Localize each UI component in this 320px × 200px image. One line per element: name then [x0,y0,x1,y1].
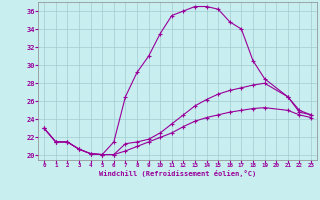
X-axis label: Windchill (Refroidissement éolien,°C): Windchill (Refroidissement éolien,°C) [99,170,256,177]
